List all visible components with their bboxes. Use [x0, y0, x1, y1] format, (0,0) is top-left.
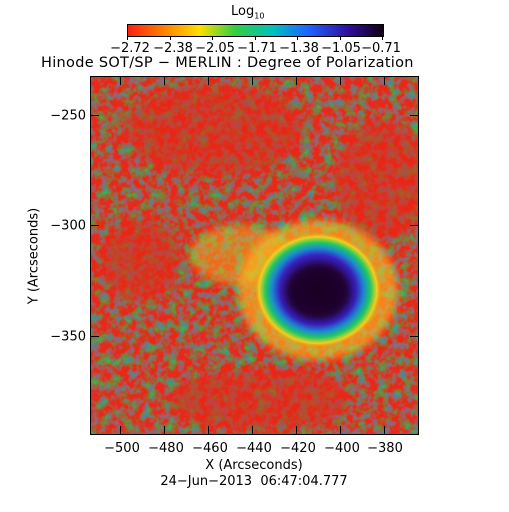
colorbar-tick-label: −1.71	[237, 41, 277, 56]
colorbar-tick-label: −2.38	[153, 41, 193, 56]
x-tick-label: −460	[192, 441, 228, 456]
x-tick-label: −500	[104, 441, 140, 456]
y-axis-label: Y (Arcseconds)	[26, 207, 42, 305]
y-tick-label: −300	[50, 218, 86, 234]
colorbar-tick-label: −2.05	[195, 41, 235, 56]
observation-timestamp: 24−Jun−2013 06:47:04.777	[160, 474, 348, 489]
x-tick-label: −400	[324, 441, 360, 456]
colorbar-title: Log10	[231, 5, 264, 23]
plot-title: Hinode SOT/SP − MERLIN : Degree of Polar…	[41, 55, 414, 71]
colorbar-title-text: Log	[231, 4, 255, 19]
colorbar-tick-label: −2.72	[110, 41, 150, 56]
y-tick-label: −350	[50, 329, 86, 345]
x-tick-label: −440	[236, 441, 272, 456]
colorbar-tick-label: −1.38	[279, 41, 319, 56]
x-tick-label: −380	[367, 441, 403, 456]
colorbar-tick-label: −0.71	[361, 41, 401, 56]
x-tick-label: −420	[280, 441, 316, 456]
y-tick-label: −250	[50, 108, 86, 124]
colorbar-title-subscript: 10	[254, 11, 265, 21]
colorbar-tick-label: −1.05	[321, 41, 361, 56]
x-axis-label: X (Arcseconds)	[205, 458, 303, 473]
x-tick-label: −480	[148, 441, 184, 456]
